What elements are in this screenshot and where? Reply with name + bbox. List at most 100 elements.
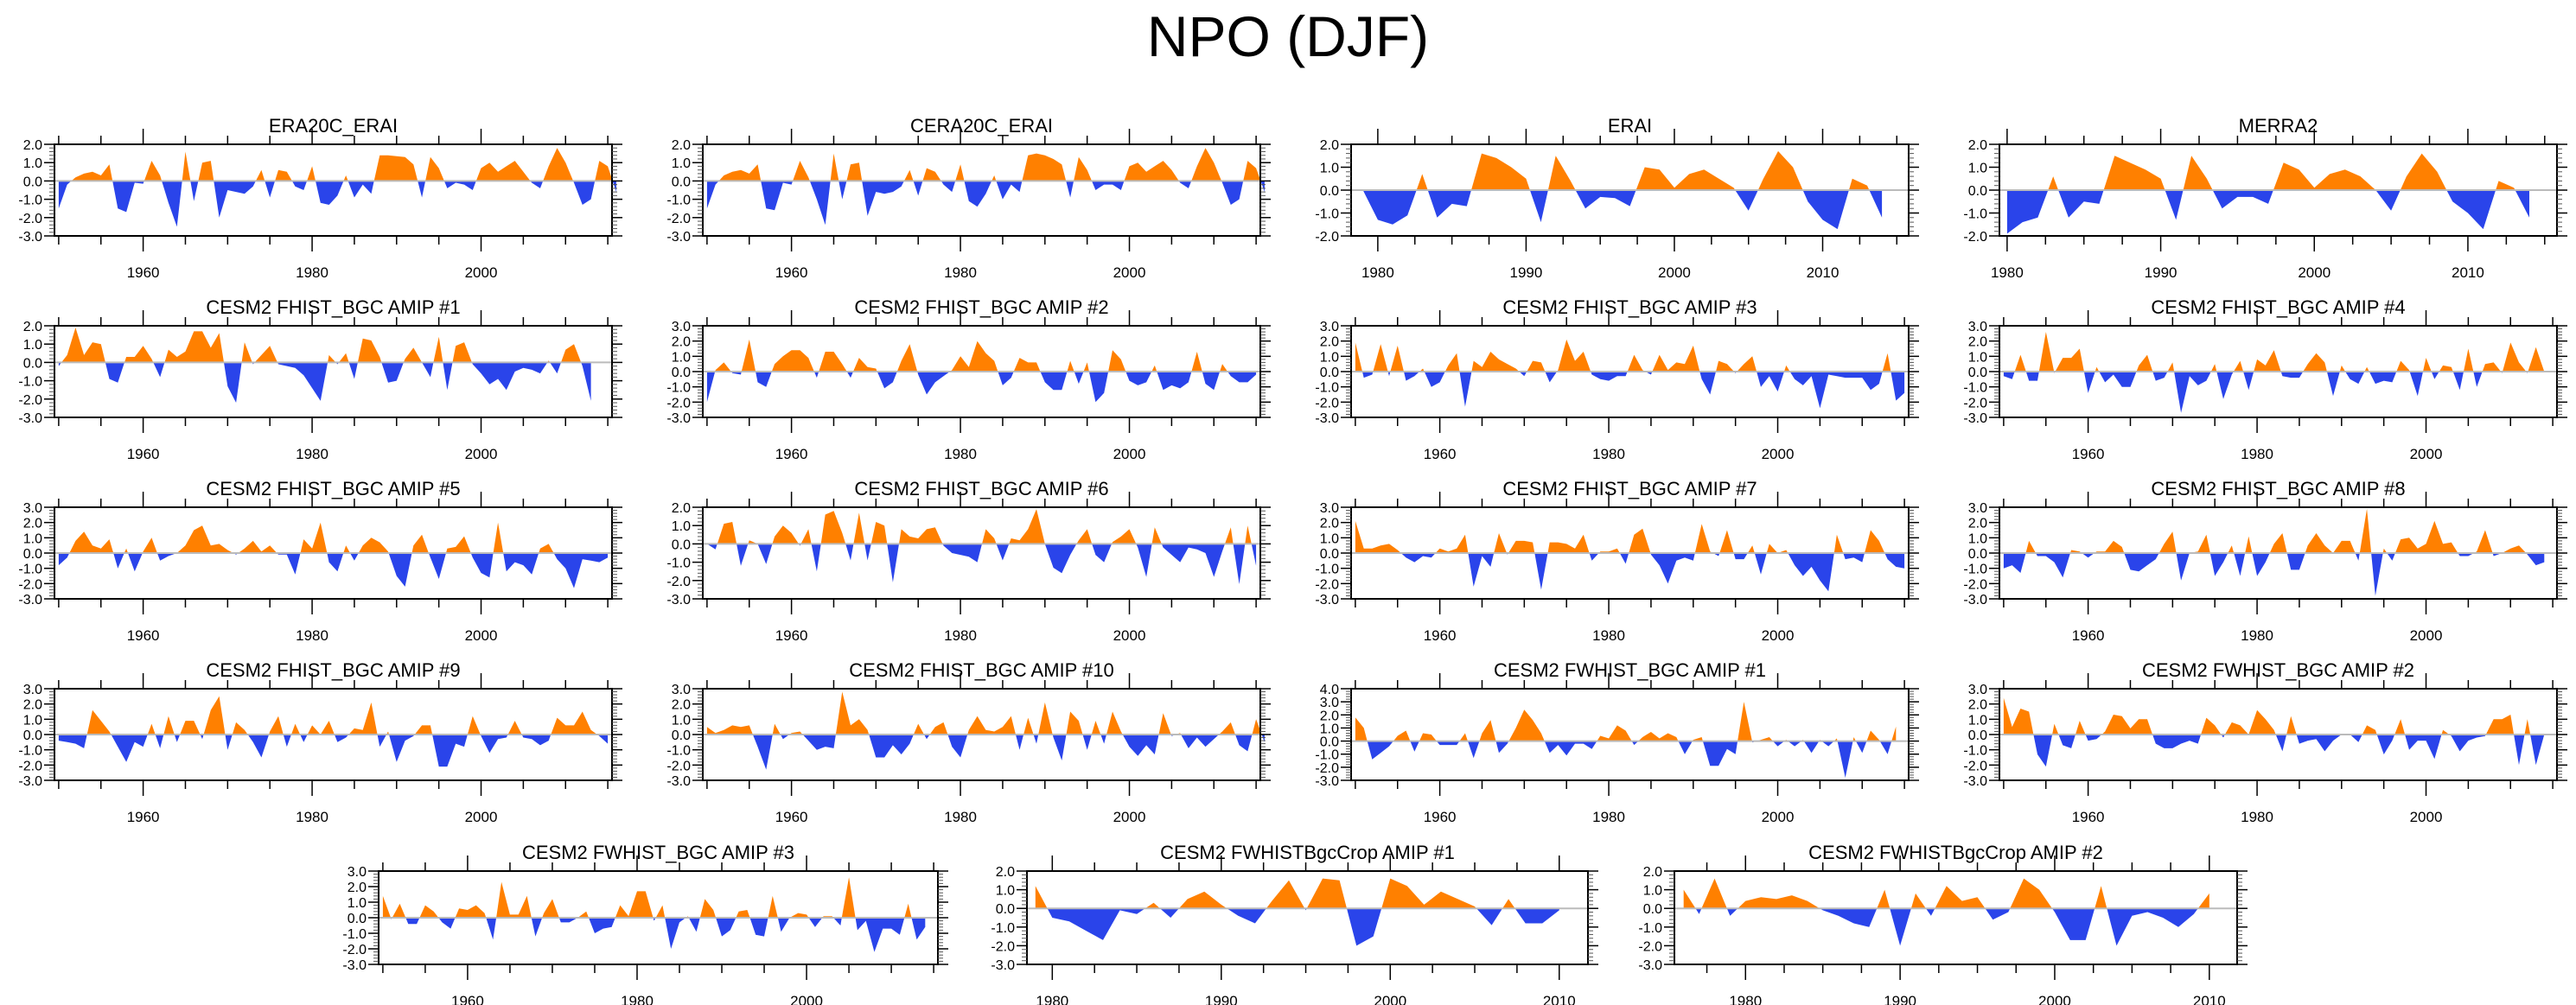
negative-area xyxy=(887,544,899,582)
negative-area xyxy=(2409,372,2423,397)
positive-area xyxy=(772,723,781,735)
negative-area xyxy=(1735,190,1758,211)
positive-area xyxy=(1178,891,1227,909)
positive-area xyxy=(2010,878,2052,909)
negative-area xyxy=(2083,372,2095,393)
x-tick-label: 2000 xyxy=(1113,446,1146,462)
positive-area xyxy=(1766,544,1789,553)
y-tick-label: 0.0 xyxy=(1968,184,1987,199)
positive-area xyxy=(1355,717,1368,741)
y-tick-label: 1.0 xyxy=(23,531,42,546)
positive-area xyxy=(1833,534,1844,553)
negative-area xyxy=(291,181,308,190)
negative-area xyxy=(1261,735,1265,742)
y-tick-label: -1.0 xyxy=(18,194,42,208)
positive-area xyxy=(269,716,284,735)
plot-frame xyxy=(702,143,1261,237)
y-tick-label: 0.0 xyxy=(1320,735,1339,750)
negative-area xyxy=(2099,372,2137,387)
y-tick-label: 1.0 xyxy=(1968,713,1987,728)
positive-area xyxy=(2303,353,2327,372)
y-tick-label: -3.0 xyxy=(18,230,42,245)
x-tick-label: 2010 xyxy=(1807,264,1840,281)
x-tick-label: 1980 xyxy=(2241,446,2273,462)
x-tick-label: 2000 xyxy=(1762,627,1795,644)
x-tick-label: 1960 xyxy=(775,264,808,281)
x-tick-label: 1960 xyxy=(127,446,160,462)
y-tick-label: 1.0 xyxy=(1320,350,1339,365)
plot-frame xyxy=(1026,870,1589,965)
y-tick-label: -1.0 xyxy=(666,381,691,396)
negative-area xyxy=(1757,372,1784,391)
negative-area xyxy=(808,918,823,927)
positive-area xyxy=(1694,524,1713,553)
negative-area xyxy=(2174,372,2211,413)
x-tick-label: 1980 xyxy=(1592,809,1625,825)
negative-area xyxy=(162,181,182,227)
positive-area xyxy=(835,691,870,735)
positive-area xyxy=(254,346,277,363)
positive-area xyxy=(2048,176,2059,190)
negative-area xyxy=(2376,735,2395,754)
negative-area xyxy=(2234,553,2246,576)
panel: CESM2 FWHIST_BGC AMIP #14.03.02.01.00.0-… xyxy=(1315,659,1919,825)
panel: CESM2 FHIST_BGC AMIP #23.02.01.00.0-1.0-… xyxy=(666,296,1271,462)
positive-area xyxy=(1598,548,1620,553)
positive-area xyxy=(2254,350,2281,372)
positive-area xyxy=(595,161,613,181)
positive-area xyxy=(853,358,877,372)
positive-area xyxy=(142,537,157,553)
panel: CESM2 FHIST_BGC AMIP #33.02.01.00.0-1.0-… xyxy=(1315,296,1919,462)
positive-area xyxy=(2273,162,2376,190)
positive-area xyxy=(1416,174,1428,190)
y-tick-label: 0.0 xyxy=(1968,728,1987,743)
negative-area xyxy=(864,544,871,561)
y-tick-label: -3.0 xyxy=(1315,411,1339,426)
positive-area xyxy=(561,344,582,363)
negative-area xyxy=(581,362,591,401)
positive-area xyxy=(2197,893,2209,909)
positive-area xyxy=(2075,721,2086,735)
y-tick-label: -1.0 xyxy=(1315,381,1339,396)
negative-area xyxy=(486,918,497,940)
y-tick-label: 0.0 xyxy=(23,728,42,743)
y-tick-label: 1.0 xyxy=(1968,531,1987,546)
negative-area xyxy=(350,553,359,561)
positive-area xyxy=(1494,533,1508,553)
positive-area xyxy=(2167,362,2175,372)
positive-area xyxy=(1848,178,1870,190)
negative-area xyxy=(2212,190,2273,209)
y-tick-label: -2.0 xyxy=(1963,577,1987,592)
panel: CESM2 FWHISTBgcCrop AMIP #1 2.0 1.0 0.0 -1.0… xyxy=(991,842,1598,1005)
positive-area xyxy=(2359,508,2372,553)
negative-area xyxy=(838,181,847,200)
positive-area xyxy=(1091,721,1101,735)
x-tick-label: 2000 xyxy=(1658,264,1691,281)
x-tick-label: 2000 xyxy=(790,993,823,1005)
negative-area xyxy=(2152,735,2202,748)
y-tick-label: 2.0 xyxy=(1320,517,1339,531)
y-tick-label: -3.0 xyxy=(666,593,691,607)
y-tick-label: 0.0 xyxy=(1643,902,1662,917)
y-tick-label: -2.0 xyxy=(666,759,691,773)
negative-area xyxy=(1092,181,1125,190)
y-tick-label: -1.0 xyxy=(1315,207,1339,222)
y-tick-label: 2.0 xyxy=(1643,865,1662,880)
negative-area xyxy=(553,553,609,588)
positive-area xyxy=(291,723,301,735)
negative-area xyxy=(1468,553,1495,587)
panel-title: CESM2 FWHIST_BGC AMIP #2 xyxy=(2142,659,2414,681)
positive-area xyxy=(1074,156,1092,181)
y-tick-label: 2.0 xyxy=(1320,138,1339,153)
negative-area xyxy=(190,181,199,201)
positive-area xyxy=(1747,545,1755,553)
panel-title: CESM2 FHIST_BGC AMIP #9 xyxy=(206,659,460,681)
positive-area xyxy=(1108,350,1126,372)
positive-area xyxy=(1508,540,1535,553)
y-tick-label: -3.0 xyxy=(666,411,691,426)
negative-area xyxy=(531,918,543,937)
y-tick-label: -1.0 xyxy=(1963,207,1987,222)
negative-area xyxy=(913,181,923,196)
negative-area xyxy=(752,735,773,770)
positive-area xyxy=(307,721,335,735)
